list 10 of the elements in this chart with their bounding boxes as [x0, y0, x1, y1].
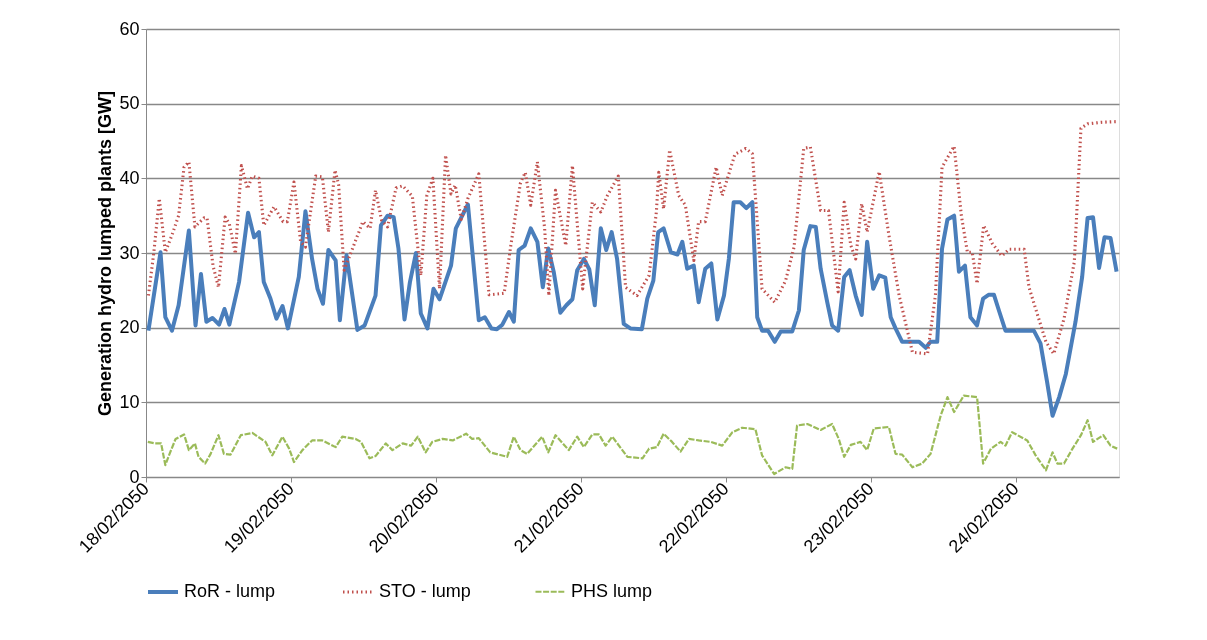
y-tick-label: 50 [119, 93, 140, 114]
legend-label: PHS lump [571, 580, 653, 601]
y-tick-label: 40 [119, 167, 140, 188]
y-tick-label: 60 [119, 18, 140, 39]
y-tick-label: 10 [119, 391, 140, 412]
y-axis-title: Generation hydro lumped plants [GW] [95, 90, 116, 417]
legend-label: RoR - lump [184, 581, 276, 601]
legend-label: STO - lump [379, 581, 471, 601]
y-tick-label: 20 [119, 317, 140, 338]
y-tick-label: 30 [119, 242, 140, 263]
